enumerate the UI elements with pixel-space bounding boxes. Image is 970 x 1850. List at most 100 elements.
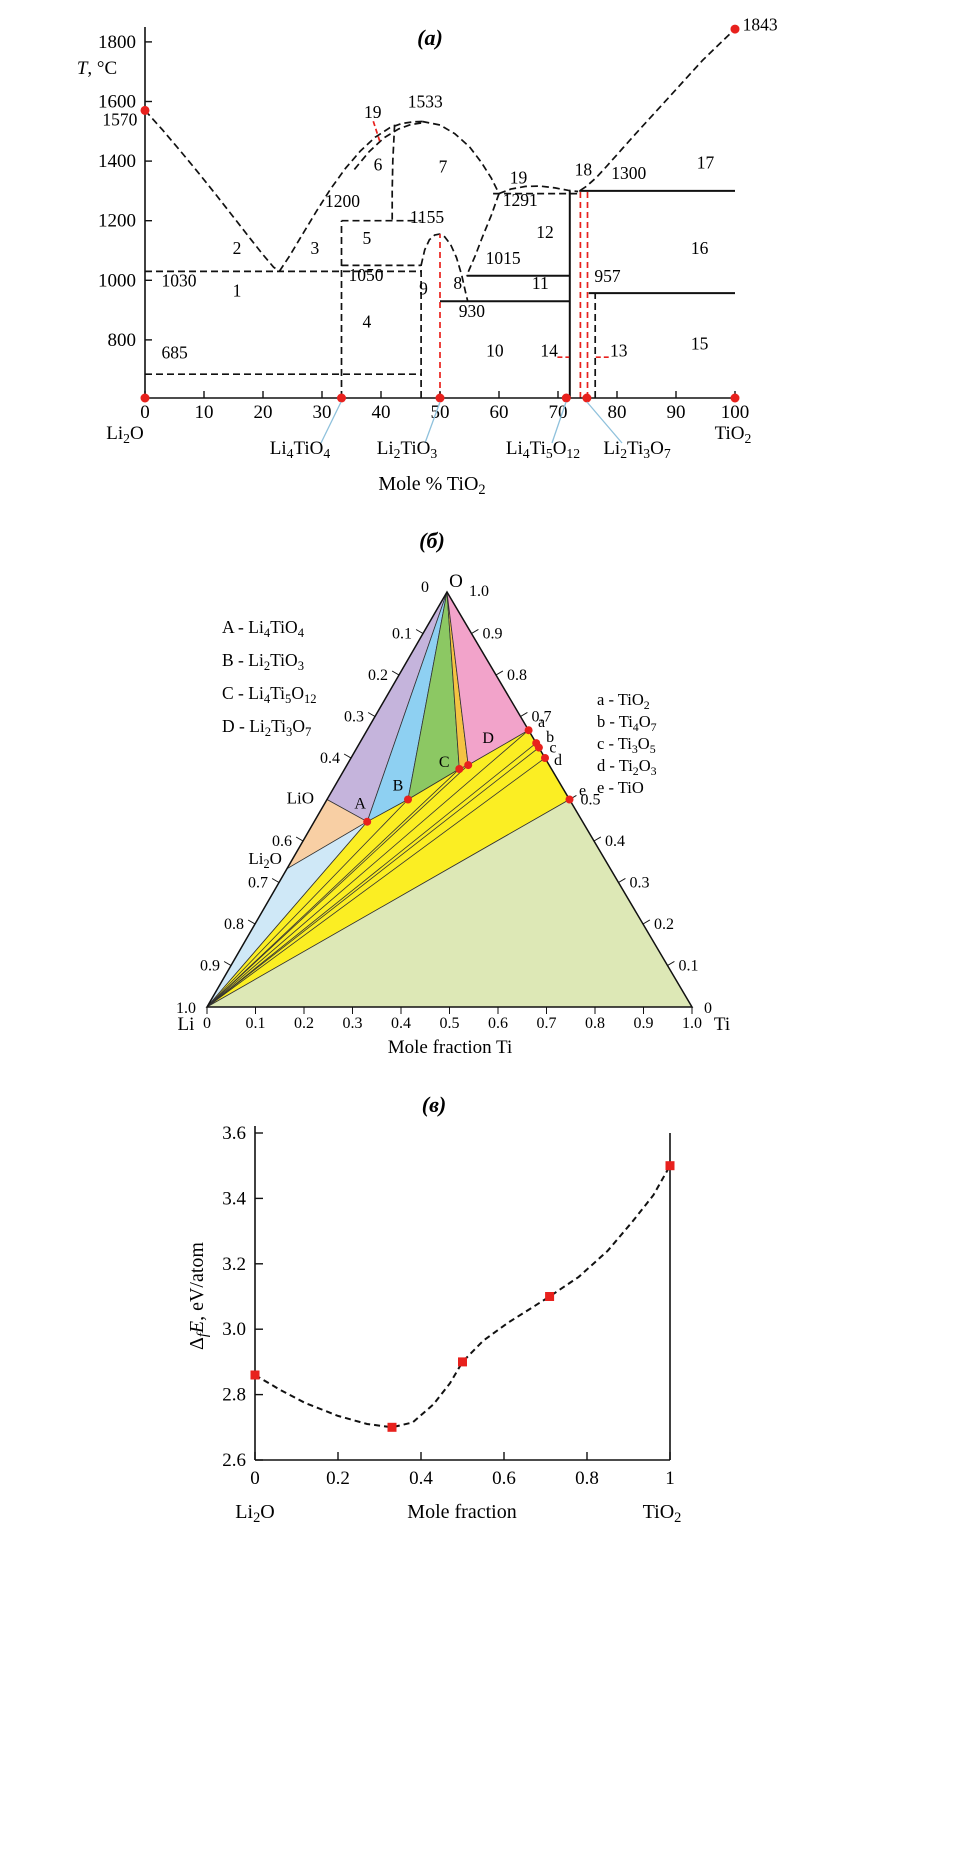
- data-point: [665, 1161, 675, 1171]
- left-tick: [247, 919, 256, 925]
- left-tick: [367, 712, 376, 717]
- right-tick: [495, 670, 504, 676]
- tie-line-Li-d: [206, 757, 546, 1008]
- panel-a-title: (а): [417, 25, 443, 50]
- x-tick-label: 0: [140, 402, 150, 423]
- leader-line: [586, 401, 623, 444]
- tie-line-Li-C: [206, 768, 460, 1008]
- point-label-B: B: [393, 778, 404, 795]
- x-tick-label: 90: [667, 402, 686, 423]
- curve-boundary-7-12: [465, 193, 500, 277]
- legend-left-2: C - Li4Ti5O12: [222, 683, 317, 706]
- temp-label-685: 685: [162, 343, 189, 363]
- side-label-Li2O: Li2O: [248, 849, 282, 871]
- point-label-c: c: [549, 740, 556, 757]
- scale-right-0.3: 0.3: [630, 875, 650, 892]
- temp-label-1533: 1533: [408, 91, 443, 111]
- legend-right-4: e - TiO: [597, 778, 644, 797]
- scale-left-1.0: 1.0: [176, 1000, 196, 1017]
- leader-line: [320, 401, 342, 444]
- ternary-dot-B: [404, 795, 412, 804]
- scale-left-0: 0: [421, 579, 429, 596]
- temp-label-1843: 1843: [743, 15, 778, 35]
- ternary-dot-C: [455, 765, 464, 773]
- x-end-label-right: TiO2: [643, 1501, 682, 1526]
- legend-left-3: D - Li2Ti3O7: [222, 716, 311, 739]
- tie-line-Li-a: [206, 729, 529, 1008]
- panel-c: 3.6 3.4 3.2 3.0 2.8 2.60 0.2 0.4 0.6 0.8 1 ΔfE, eV/…: [186, 1123, 681, 1526]
- region-label-11-10: 11: [532, 273, 549, 293]
- y-tick-label: 1600: [98, 91, 136, 112]
- region-label-13-12: 13: [610, 340, 628, 360]
- region-label-5-4: 5: [362, 228, 371, 248]
- right-tick: [618, 877, 626, 883]
- x-tick-label: 0.6: [492, 1468, 516, 1489]
- red-dot: [435, 393, 445, 403]
- compound-label-5: TiO2: [715, 423, 752, 446]
- panel-b-title: (б): [419, 528, 445, 553]
- right-tick: [593, 836, 602, 842]
- x-tick-label: 70: [549, 402, 568, 423]
- red-dot: [561, 393, 571, 403]
- scale-right-0.2: 0.2: [654, 916, 674, 933]
- region-label-6-5: 6: [374, 155, 383, 175]
- x-tick-label: 60: [490, 402, 509, 423]
- x-tick-label: 1: [665, 1468, 675, 1489]
- leader-line: [551, 401, 567, 444]
- x-tick-label: 100: [721, 402, 750, 423]
- temp-label-930: 930: [459, 301, 486, 321]
- curve-liquidus-left: [144, 109, 280, 272]
- temp-label-1030: 1030: [162, 270, 197, 290]
- right-tick: [471, 628, 479, 634]
- right-tick: [520, 711, 528, 717]
- scale-bottom-0.2: 0.2: [294, 1015, 314, 1032]
- tie-line-Li-b: [206, 742, 537, 1008]
- ternary-dot-D: [464, 761, 473, 770]
- region-label-9-8: 9: [419, 279, 428, 299]
- region-label-16-15: 16: [691, 238, 709, 258]
- region-label-3-2: 3: [311, 238, 320, 258]
- left-tick: [223, 961, 232, 966]
- point-label-b: b: [546, 729, 554, 746]
- y-tick-label: 3.4: [222, 1188, 246, 1209]
- side-label-LiO: LiO: [287, 789, 314, 808]
- y-tick-label: 2.6: [222, 1450, 246, 1471]
- corner-label-O: O: [449, 571, 463, 592]
- red-dot: [140, 105, 150, 115]
- y-tick-label: 1400: [98, 151, 136, 172]
- legend-left-1: B - Li2TiO3: [222, 650, 304, 673]
- point-label-a: a: [538, 714, 545, 731]
- corner-label-Ti: Ti: [714, 1014, 730, 1035]
- data-point: [250, 1370, 260, 1380]
- x-tick-label: 10: [195, 402, 214, 423]
- compound-label-0: Li2O: [106, 423, 143, 446]
- red-dot: [730, 393, 740, 403]
- scale-bottom-0.6: 0.6: [488, 1015, 508, 1032]
- scale-left-0.4: 0.4: [320, 750, 340, 767]
- x-tick-label: 0: [250, 1468, 260, 1489]
- leader-line: [424, 401, 441, 444]
- scale-right-0.4: 0.4: [605, 833, 625, 850]
- ternary-dot-e: [565, 795, 574, 804]
- y-tick-label: 800: [108, 330, 137, 351]
- x-tick-label: 0.2: [326, 1468, 350, 1489]
- temp-label-1155: 1155: [410, 207, 445, 227]
- panel-b: 0 0.1 0.2 0.3 0.4 0.6 0.7 0.8 0.9 1.0 1.0 0.9 0.8 0.7…: [176, 571, 730, 1058]
- ternary-dot-A: [363, 817, 372, 826]
- scale-right-0.9: 0.9: [483, 626, 503, 643]
- scale-bottom-1.0: 1.0: [682, 1015, 702, 1032]
- ternary-dot-a: [524, 726, 533, 735]
- point-label-A: A: [354, 796, 366, 813]
- scale-right-0.8: 0.8: [507, 667, 527, 684]
- curve-tick-19: [372, 120, 381, 142]
- red-dot: [140, 393, 150, 403]
- left-tick: [295, 836, 304, 842]
- scale-left-0.8: 0.8: [224, 916, 244, 933]
- y-tick-label: 1000: [98, 270, 136, 291]
- temp-label-1200: 1200: [325, 191, 360, 211]
- region-label-4-3: 4: [362, 311, 371, 331]
- compound-label-1: Li4TiO4: [270, 438, 331, 461]
- scale-right-0.5: 0.5: [581, 792, 601, 809]
